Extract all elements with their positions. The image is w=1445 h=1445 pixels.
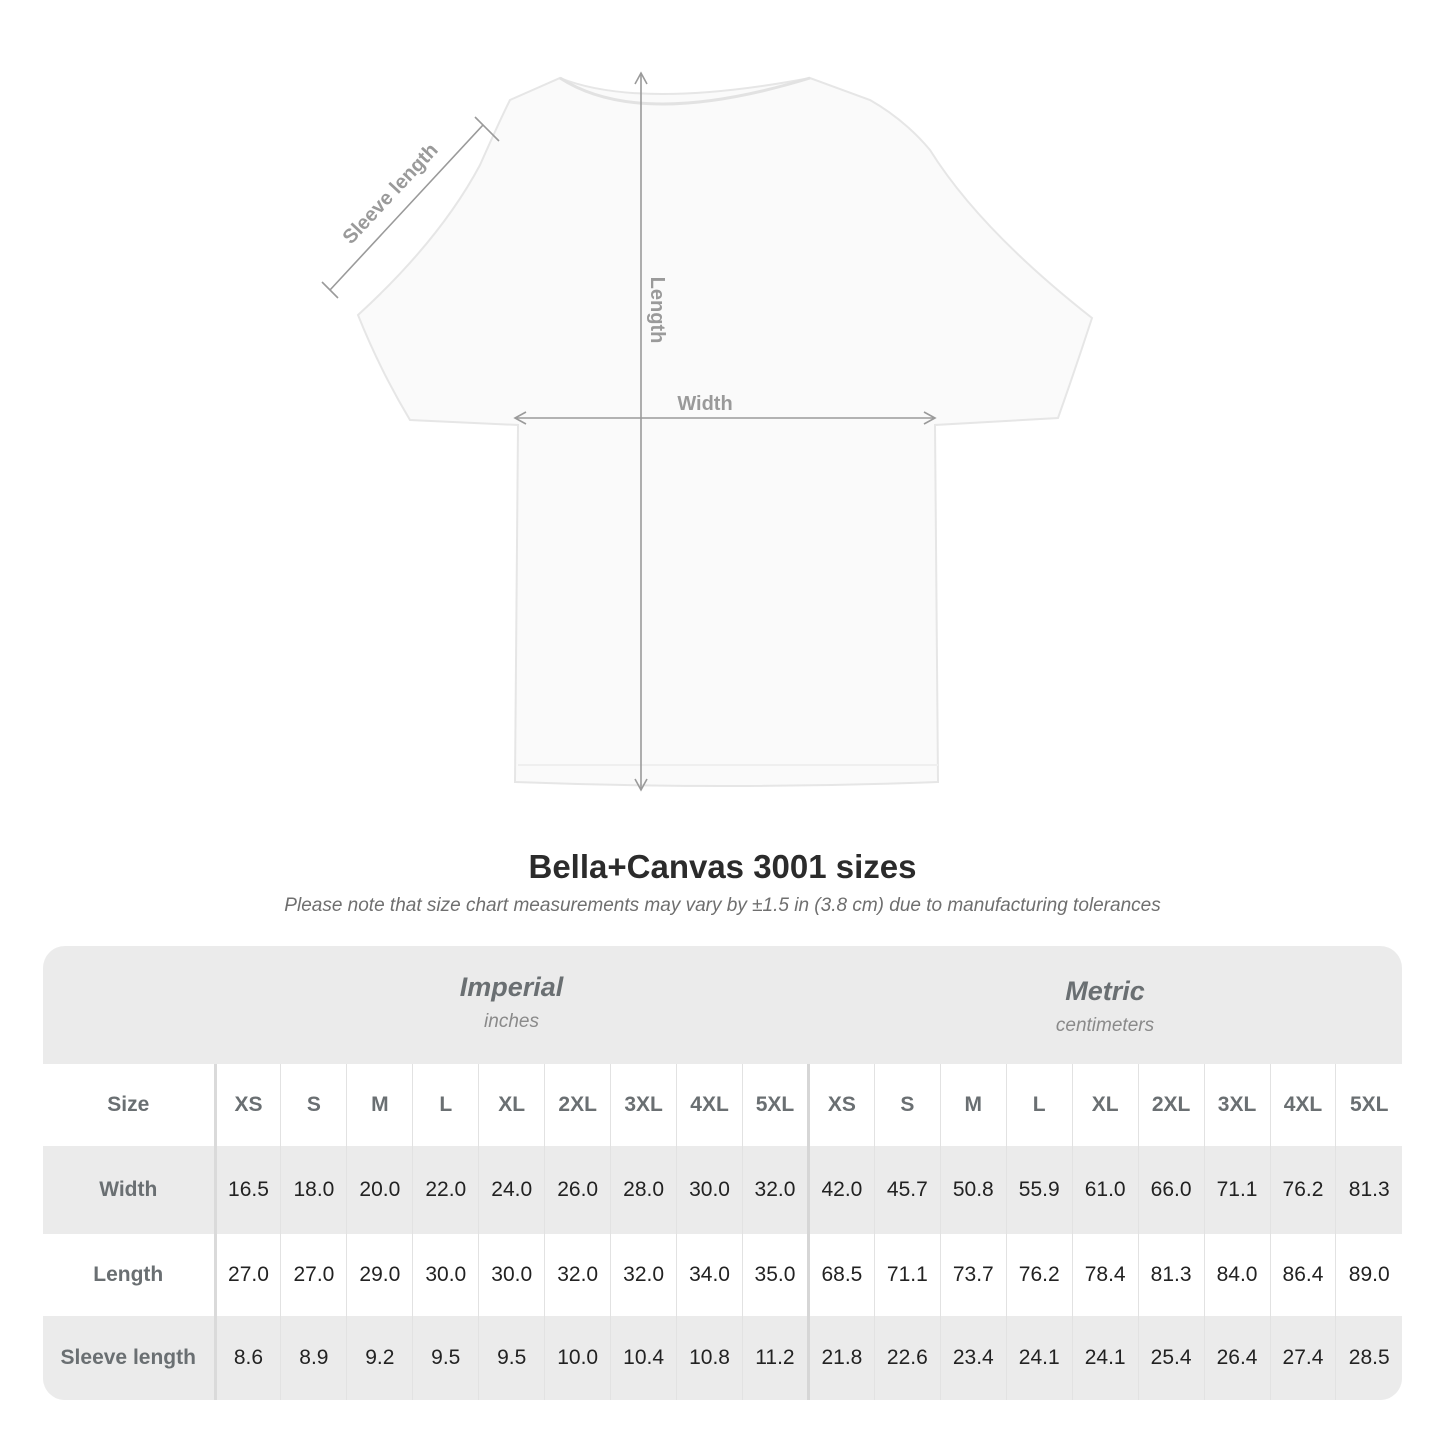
page-title: Bella+Canvas 3001 sizes [528,848,917,885]
imperial-value: 26.0 [544,1146,611,1234]
imperial-value: 9.2 [346,1316,413,1400]
imperial-value: 28.0 [610,1146,677,1234]
metric-value: 71.1 [1203,1146,1270,1234]
imperial-value: 27.0 [280,1234,347,1316]
tshirt-diagram: Sleeve length Length Width [321,71,1094,792]
imperial-size-xs: XS [214,1064,281,1146]
metric-value: 84.0 [1203,1234,1270,1316]
metric-value: 76.2 [1005,1234,1073,1316]
imperial-value: 9.5 [412,1316,479,1400]
table-row: Sleeve length 8.6 8.9 9.2 9.5 9.5 10.0 10.4 10.8… [43,1316,1402,1400]
imperial-unit: inches [484,1011,539,1032]
imperial-value: 10.8 [676,1316,743,1400]
metric-title: Metric [1065,976,1145,1006]
metric-value: 45.7 [873,1146,941,1234]
imperial-value: 22.0 [412,1146,479,1234]
imperial-value: 11.2 [742,1316,809,1400]
imperial-value: 30.0 [478,1234,545,1316]
imperial-value: 16.5 [214,1146,281,1234]
imperial-size-4xl: 4XL [676,1064,743,1146]
imperial-size-5xl: 5XL [742,1064,809,1146]
imperial-size-xl: XL [478,1064,545,1146]
tshirt-shape [356,76,1094,787]
metric-size-m: M [939,1064,1007,1146]
metric-value: 26.4 [1203,1316,1270,1400]
imperial-value: 8.6 [214,1316,281,1400]
metric-size-4xl: 4XL [1269,1064,1336,1146]
metric-value: 55.9 [1005,1146,1073,1234]
metric-value: 24.1 [1071,1316,1139,1400]
metric-value: 28.5 [1335,1316,1402,1400]
imperial-value: 30.0 [676,1146,743,1234]
metric-value: 50.8 [939,1146,1007,1234]
imperial-value: 27.0 [214,1234,281,1316]
imperial-value: 10.0 [544,1316,611,1400]
metric-value: 27.4 [1269,1316,1336,1400]
imperial-value: 34.0 [676,1234,743,1316]
sleeve-length-label: Sleeve length [339,139,443,248]
metric-value: 81.3 [1137,1234,1205,1316]
imperial-value: 24.0 [478,1146,545,1234]
imperial-value: 30.0 [412,1234,479,1316]
tolerance-note: Please note that size chart measurements… [284,895,1161,916]
metric-value: 86.4 [1269,1234,1336,1316]
sleeve-measure-line [329,124,484,291]
metric-value: 81.3 [1335,1146,1402,1234]
metric-value: 22.6 [873,1316,941,1400]
imperial-value: 18.0 [280,1146,347,1234]
metric-header: Metric centimeters [808,946,1402,1064]
metric-value: 23.4 [939,1316,1007,1400]
metric-value: 89.0 [1335,1234,1402,1316]
metric-value: 78.4 [1071,1234,1139,1316]
metric-unit: centimeters [1055,1015,1155,1036]
table-row: Length 27.0 27.0 29.0 30.0 30.0 32.0 32.0 34.0 35… [43,1234,1402,1316]
metric-value: 66.0 [1137,1146,1205,1234]
size-label: Size [43,1064,217,1146]
metric-value: 71.1 [873,1234,941,1316]
width-label: Width [677,393,732,415]
imperial-title: Imperial [459,972,564,1002]
metric-size-xs: XS [806,1064,875,1146]
metric-value: 24.1 [1005,1316,1073,1400]
metric-value: 21.8 [806,1316,875,1400]
imperial-size-m: M [346,1064,413,1146]
metric-value: 76.2 [1269,1146,1336,1234]
metric-value: 42.0 [806,1146,875,1234]
metric-value: 25.4 [1137,1316,1205,1400]
imperial-value: 9.5 [478,1316,545,1400]
metric-size-xl: XL [1071,1064,1139,1146]
imperial-size-2xl: 2XL [544,1064,611,1146]
imperial-size-3xl: 3XL [610,1064,677,1146]
imperial-value: 20.0 [346,1146,413,1234]
metric-value: 68.5 [806,1234,875,1316]
imperial-value: 32.0 [610,1234,677,1316]
metric-size-s: S [873,1064,941,1146]
imperial-value: 32.0 [544,1234,611,1316]
imperial-header: Imperial inches [215,946,808,1064]
row-label: Sleeve length [43,1316,217,1400]
size-header-row: Size XS S M L XL 2XL 3XL 4XL 5XL XS S M L XL 2XL 3XL 4XL 5… [43,1064,1402,1146]
size-table: Size XS S M L XL 2XL 3XL 4XL 5XL XS S M L XL 2XL 3XL 4XL 5… [43,1064,1402,1400]
metric-value: 61.0 [1071,1146,1139,1234]
imperial-value: 10.4 [610,1316,677,1400]
imperial-size-s: S [280,1064,347,1146]
imperial-value: 35.0 [742,1234,809,1316]
metric-value: 73.7 [939,1234,1007,1316]
row-label: Width [43,1146,217,1234]
length-label: Length [646,277,668,344]
metric-size-2xl: 2XL [1137,1064,1205,1146]
metric-size-l: L [1005,1064,1073,1146]
metric-size-5xl: 5XL [1335,1064,1402,1146]
table-row: Width 16.5 18.0 20.0 22.0 24.0 26.0 28.0 30.0 32.… [43,1146,1402,1234]
imperial-value: 32.0 [742,1146,809,1234]
imperial-value: 29.0 [346,1234,413,1316]
size-chart-table: Imperial inches Metric centimeters Size X… [43,946,1402,1400]
metric-size-3xl: 3XL [1203,1064,1270,1146]
imperial-size-l: L [412,1064,479,1146]
imperial-value: 8.9 [280,1316,347,1400]
row-label: Length [43,1234,217,1316]
